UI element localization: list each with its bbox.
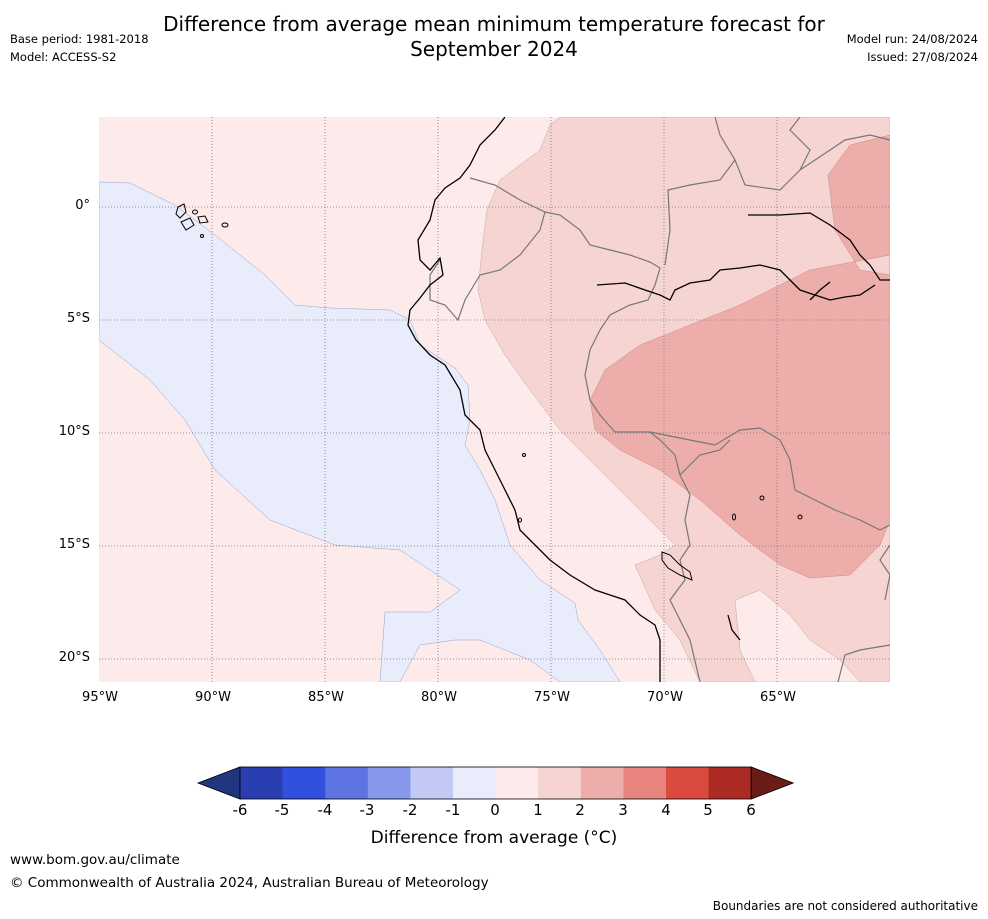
colorbar-cell	[538, 767, 582, 799]
colorbar-cell	[708, 767, 752, 799]
lon-label-65w: 65°W	[760, 690, 796, 705]
colorbar-border	[239, 766, 752, 800]
lon-label-90w: 90°W	[195, 690, 231, 705]
colorbar-label: 1	[533, 801, 543, 819]
colorbar-label: 4	[661, 801, 671, 819]
colorbar-label: -3	[359, 801, 375, 819]
lon-label-80w: 80°W	[421, 690, 457, 705]
issued-date: Issued: 27/08/2024	[867, 50, 978, 64]
model-name: Model: ACCESS-S2	[10, 50, 117, 64]
colorbar-title: Difference from average (°C)	[370, 828, 618, 848]
lon-label-85w: 85°W	[308, 690, 344, 705]
colorbar-label: -4	[317, 801, 333, 819]
lat-label-0: 0°	[75, 198, 90, 213]
colorbar-cell	[453, 767, 497, 799]
colorbar-label: -2	[402, 801, 418, 819]
lat-label-10s: 10°S	[58, 424, 90, 439]
colorbar-label: 6	[746, 801, 756, 819]
colorbar-cell	[580, 767, 624, 799]
title-line-1: Difference from average mean minimum tem…	[163, 12, 825, 36]
colorbar-cell	[666, 767, 710, 799]
colorbar-extension-low	[196, 766, 241, 800]
copyright-notice: © Commonwealth of Australia 2024, Austra…	[10, 875, 489, 891]
anomaly-2-to-3-area	[589, 134, 890, 579]
colorbar-label: 2	[575, 801, 585, 819]
colorbar-cell	[240, 767, 284, 799]
galapagos-islands	[175, 203, 229, 238]
lakes	[518, 453, 803, 581]
colorbar-label: -6	[232, 801, 248, 819]
colorbar-label: 0	[490, 801, 500, 819]
disclaimer: Boundaries are not considered authoritat…	[712, 899, 978, 913]
meta-left: Base period: 1981-2018 Model: ACCESS-S2	[10, 30, 149, 66]
colorbar-cell	[367, 767, 411, 799]
country-borders	[429, 117, 890, 682]
colorbar-label: 3	[618, 801, 628, 819]
lat-label-5s: 5°S	[66, 311, 90, 326]
coastline	[407, 117, 890, 682]
lon-label-75w: 75°W	[534, 690, 570, 705]
colorbar	[196, 766, 795, 800]
colorbar-cell	[282, 767, 326, 799]
anomaly-minus1-to-0-area	[99, 181, 621, 682]
colorbar-cell	[623, 767, 667, 799]
model-run: Model run: 24/08/2024	[846, 32, 978, 46]
lon-label-70w: 70°W	[647, 690, 683, 705]
title-line-2: September 2024	[410, 37, 578, 61]
lon-label-95w: 95°W	[82, 690, 118, 705]
gridlines	[99, 117, 890, 682]
meta-right: Model run: 24/08/2024 Issued: 27/08/2024	[847, 30, 978, 66]
map-title: Difference from average mean minimum tem…	[0, 12, 988, 62]
colorbar-label: 5	[703, 801, 713, 819]
colorbar-cell	[325, 767, 369, 799]
base-period: Base period: 1981-2018	[10, 32, 149, 46]
colorbar-extension-high	[750, 766, 795, 800]
colorbar-cell	[495, 767, 539, 799]
colorbar-cell	[410, 767, 454, 799]
colorbar-label: -5	[274, 801, 290, 819]
footer-url[interactable]: www.bom.gov.au/climate	[10, 852, 180, 868]
lat-label-20s: 20°S	[58, 650, 90, 665]
colorbar-label: -1	[445, 801, 461, 819]
lat-label-15s: 15°S	[58, 537, 90, 552]
